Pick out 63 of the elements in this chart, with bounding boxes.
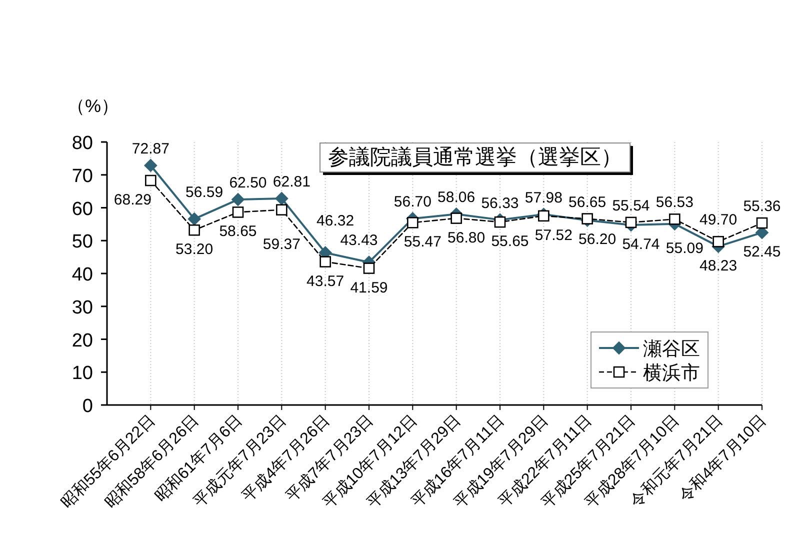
data-label: 55.47 xyxy=(404,234,442,251)
data-label: 41.59 xyxy=(350,279,388,296)
point xyxy=(232,206,244,218)
data-label: 48.23 xyxy=(700,257,738,274)
data-label: 56.70 xyxy=(394,194,432,211)
legend-label: 瀬谷区 xyxy=(643,339,700,360)
point xyxy=(275,192,288,206)
data-label: 56.33 xyxy=(481,194,519,212)
data-label: 55.36 xyxy=(743,198,781,216)
data-label: 57.98 xyxy=(524,189,562,206)
data-label: 54.74 xyxy=(622,236,660,254)
point xyxy=(494,216,506,228)
point xyxy=(712,236,724,248)
ytick-label: 0 xyxy=(82,396,93,417)
point xyxy=(582,213,593,224)
data-label: 52.45 xyxy=(743,244,781,261)
data-label: 46.32 xyxy=(316,212,354,230)
point xyxy=(145,174,156,186)
data-label: 68.29 xyxy=(114,191,152,208)
ytick-label: 10 xyxy=(72,363,93,384)
data-label: 49.70 xyxy=(700,212,738,229)
point xyxy=(320,256,331,268)
point xyxy=(669,214,680,225)
legend-label: 横浜市 xyxy=(643,362,700,384)
data-label: 56.65 xyxy=(568,194,606,211)
data-label: 56.59 xyxy=(186,184,224,201)
ytick-label: 50 xyxy=(72,232,93,253)
point xyxy=(407,216,418,228)
data-label: 43.43 xyxy=(340,232,378,250)
data-label: 62.81 xyxy=(272,174,310,191)
chart-title: 参議院議員通常選挙（選挙区） xyxy=(328,146,622,169)
data-label: 55.54 xyxy=(612,197,650,214)
point xyxy=(276,204,288,216)
point xyxy=(188,212,201,226)
point xyxy=(144,158,158,172)
ytick-label: 30 xyxy=(72,297,93,318)
ytick-label: 60 xyxy=(72,198,93,220)
data-label: 57.52 xyxy=(534,226,572,244)
data-label: 58.65 xyxy=(219,223,257,240)
point xyxy=(232,193,244,206)
data-label: 59.37 xyxy=(262,236,300,253)
data-label: 55.09 xyxy=(666,240,704,257)
data-label: 56.53 xyxy=(656,194,694,212)
ytick-label: 20 xyxy=(72,330,93,352)
ytick-label: 40 xyxy=(72,264,93,286)
data-label: 56.20 xyxy=(578,231,616,248)
data-label: 53.20 xyxy=(176,241,214,258)
data-label: 72.87 xyxy=(132,140,170,158)
point xyxy=(538,210,550,222)
point xyxy=(450,212,462,224)
point xyxy=(188,224,200,236)
data-label: 55.65 xyxy=(491,233,529,250)
data-label: 43.57 xyxy=(306,272,344,290)
point xyxy=(756,217,768,229)
ylabel: （%） xyxy=(67,96,119,116)
data-label: 56.80 xyxy=(448,229,486,246)
ytick-label: 80 xyxy=(72,133,93,154)
point xyxy=(625,216,637,228)
point xyxy=(363,262,375,274)
data-label: 62.50 xyxy=(229,174,267,192)
data-label: 58.06 xyxy=(438,189,476,206)
ytick-label: 70 xyxy=(72,166,93,187)
title: 参議院議員通常選挙（選挙区） xyxy=(320,142,633,175)
